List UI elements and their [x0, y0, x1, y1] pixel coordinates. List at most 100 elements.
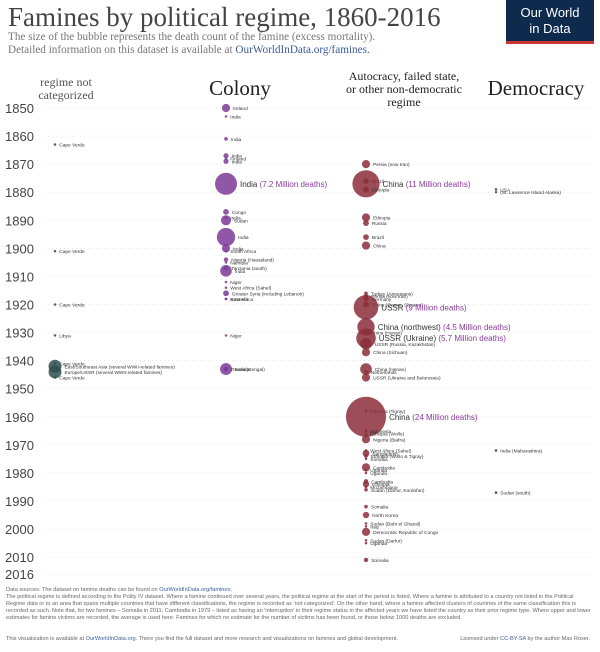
y-tick-label: 1860	[5, 129, 34, 144]
bubble-label: USSR (Ukraine and Belorussia)	[373, 375, 441, 381]
famine-bubble	[53, 143, 57, 146]
famine-bubble	[223, 290, 229, 297]
logo-line2: in Data	[529, 21, 571, 36]
famine-bubble	[223, 208, 229, 215]
famine-bubble	[363, 234, 369, 241]
y-tick-label: 1920	[5, 298, 34, 313]
famine-bubble	[361, 160, 371, 169]
y-tick-label: 1880	[5, 185, 34, 200]
bubble-label: East Africa	[230, 297, 253, 303]
famine-bubble	[224, 115, 228, 118]
famine-bubble	[224, 334, 228, 337]
famine-bubble	[364, 471, 368, 475]
sources-prefix: Data sources: The dataset on famine deat…	[6, 587, 158, 593]
famine-bubble	[364, 485, 368, 489]
bubble-label: Greater Syria (including Lebanon)	[232, 291, 304, 297]
bubble-label: Turkey (Armenians)	[371, 291, 413, 297]
famine-bubble-chart: 1850 1860 1870 1880 1890 1900 1910 1920 1930 1940…	[5, 101, 590, 582]
credit-link[interactable]: OurWorldInData.org.	[85, 636, 138, 642]
logo-line1: Our World	[520, 5, 580, 20]
bubble-death-count: (7.2 Million deaths)	[257, 180, 327, 189]
bubble-label: China (Gansu, Shaanxi)	[372, 303, 424, 309]
famine-bubble	[361, 435, 371, 444]
famine-bubble	[362, 511, 370, 519]
bubble-label: Ethiopia (Tigray)	[370, 409, 405, 415]
bubble-label: Rwanda	[231, 367, 249, 373]
bubble-label: Ireland	[233, 106, 248, 112]
bubble-label: Sudan (Darfur)	[370, 538, 402, 544]
bubble-label: Cambodia	[373, 465, 395, 471]
bubble-death-count: (4.5 Million deaths)	[441, 323, 511, 332]
famine-bubble	[362, 480, 370, 488]
famine-bubble	[360, 338, 372, 350]
license-prefix: Licensed under	[460, 636, 499, 642]
chart-subtitle: The size of the bubble represents the de…	[8, 31, 478, 57]
y-tick-label: 1960	[5, 410, 34, 425]
bubble-label: Democratic Republic of Congo	[373, 530, 438, 536]
bubble-label: India	[230, 215, 241, 221]
y-tick-label: 2000	[5, 522, 34, 537]
famine-bubble	[53, 249, 57, 253]
famine-bubble	[224, 280, 228, 284]
sources-link[interactable]: OurWorldInData.org/famines;	[159, 587, 232, 593]
bubble-label: Niger	[230, 280, 242, 286]
famine-bubble	[364, 541, 368, 545]
famine-bubble	[494, 491, 498, 494]
famine-bubble	[223, 366, 229, 372]
bubble-label: Niger	[230, 333, 242, 339]
owid-logo[interactable]: Our World in Data	[506, 0, 594, 44]
y-tick-label: 1940	[5, 354, 34, 369]
bubble-label: Cape Verde	[59, 142, 85, 148]
license-suffix: by the author Max Roser.	[527, 636, 591, 642]
bubble-label: China (northwest) (4.5 Million deaths)	[378, 323, 511, 332]
famine-bubble	[53, 303, 57, 306]
famine-bubble	[363, 186, 369, 193]
bubble-label: India	[238, 235, 249, 241]
bubble-label: Finland	[230, 157, 246, 163]
y-tick-label: 1870	[5, 157, 34, 172]
bubble-label: Somalia	[371, 558, 389, 564]
famine-bubble	[361, 241, 371, 250]
bubble-label: Persia (now Iran)	[373, 162, 410, 168]
famine-bubble	[224, 261, 228, 264]
bubble-label: Sudan (Darfur, Kordofan)	[371, 488, 425, 494]
famine-bubble	[363, 557, 369, 563]
famine-bubble	[494, 188, 498, 191]
bubble-death-count: (11 Million deaths)	[404, 180, 471, 189]
bubble-label: Ethiopia	[372, 482, 390, 488]
bubble-label: Cambodia	[371, 479, 393, 485]
bubble-label: Persia (now Iran)	[371, 294, 408, 300]
license-line: Licensed under CC-BY-SA by the author Ma…	[460, 636, 590, 642]
famine-bubble	[223, 257, 229, 262]
column-header-autocracy: Autocracy, failed state, or other non-de…	[346, 69, 462, 109]
bubble-label: West Africa (Sahel)	[370, 448, 411, 454]
famine-bubble	[223, 153, 229, 159]
bubble-label: China (Hunan)	[371, 331, 403, 337]
bubble-label: Cape Verde	[59, 249, 85, 255]
bubble-label: Cape Verde	[59, 375, 85, 381]
famine-bubble	[221, 244, 231, 253]
subtitle-link[interactable]: OurWorldInData.org/famines.	[235, 44, 370, 56]
famine-bubble	[353, 295, 379, 320]
y-tick-label: 2010	[5, 550, 34, 565]
bubble-label: Nigeria (Biafra)	[373, 437, 406, 443]
credit-line: This visualization is available at OurWo…	[6, 636, 594, 642]
bubble-label: India	[231, 137, 242, 143]
y-tick-label: 1890	[5, 213, 34, 228]
subtitle-line2: Detailed information on this dataset is …	[8, 44, 233, 56]
y-tick-label: 1910	[5, 269, 34, 284]
famine-bubble	[214, 172, 238, 195]
famine-bubble	[364, 504, 368, 509]
bubble-label: India (Bengal)	[235, 367, 265, 373]
famine-bubble	[364, 524, 368, 528]
bubble-label: Tanzania (south)	[231, 266, 267, 272]
bubble-label: India	[232, 159, 243, 165]
bubble-label: Europe/USSR (several WWII-related famine…	[64, 370, 162, 376]
bubble-label: USSR (9 Million deaths)	[381, 303, 467, 312]
y-tick-label: 1900	[5, 241, 34, 256]
bubble-label: Germany	[372, 297, 392, 303]
bubble-label: Sudan (south)	[500, 491, 531, 497]
famine-bubble	[223, 158, 229, 164]
famine-bubble	[220, 215, 232, 226]
license-link[interactable]: CC-BY-SA	[500, 636, 526, 642]
